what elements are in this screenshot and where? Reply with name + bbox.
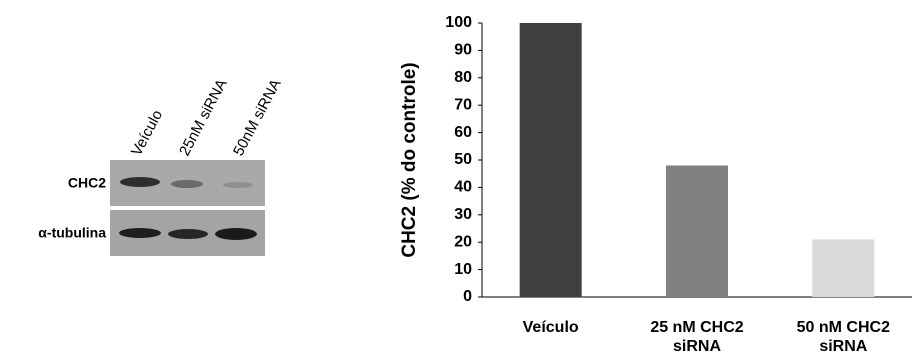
x-tick-label: 25 nM CHC2 siRNA <box>641 318 753 356</box>
blot-band <box>223 182 253 188</box>
chart: CHC2 α-tubulina Veículo 25nM siRNA 50nM … <box>0 0 915 362</box>
y-tick-label: 30 <box>454 206 472 223</box>
y-tick-label: 20 <box>454 233 472 250</box>
blot-row-label: α-tubulina <box>38 225 106 241</box>
y-tick-label: 80 <box>454 69 472 86</box>
y-axis-label: CHC2 (% do controle) <box>399 62 420 257</box>
blot-row-label: CHC2 <box>68 175 106 191</box>
y-tick-label: 50 <box>454 151 472 168</box>
blot-lane-label: 25nM siRNA <box>176 76 231 158</box>
y-tick-label: 0 <box>463 288 472 305</box>
bar <box>666 165 728 297</box>
blot-band <box>171 180 203 188</box>
bar <box>520 23 582 297</box>
y-tick-label: 60 <box>454 124 472 141</box>
blot-band <box>168 229 208 239</box>
blot-lane-label: Veículo <box>128 107 166 158</box>
y-tick-label: 10 <box>454 261 472 278</box>
blot-band <box>215 228 257 240</box>
y-tick-label: 90 <box>454 42 472 59</box>
y-tick-label: 40 <box>454 179 472 196</box>
blot-band <box>120 177 160 187</box>
bar <box>812 239 874 297</box>
figure: CHC2 α-tubulina Veículo 25nM siRNA 50nM … <box>0 0 915 362</box>
y-tick-label: 70 <box>454 96 472 113</box>
x-tick-label: Veículo <box>495 318 607 337</box>
blot-lane-label: 50nM siRNA <box>230 76 285 158</box>
x-tick-label: 50 nM CHC2 siRNA <box>787 318 899 356</box>
y-tick-label: 100 <box>445 14 472 31</box>
blot-band <box>119 228 161 238</box>
